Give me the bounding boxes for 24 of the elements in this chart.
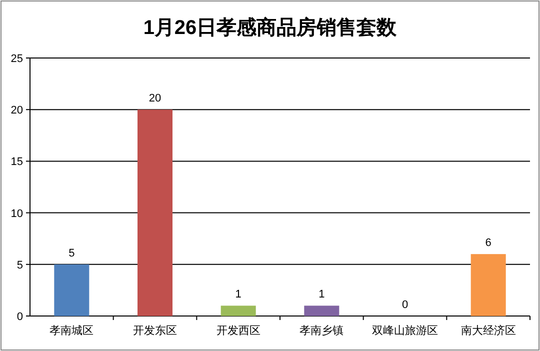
y-tick-label: 15	[10, 156, 23, 168]
y-tick-label: 20	[10, 104, 23, 117]
x-tick-label: 双峰山旅游区	[372, 324, 438, 337]
data-label: 0	[402, 299, 408, 311]
bar	[138, 110, 172, 316]
y-tick-label: 5	[16, 259, 23, 272]
bar	[304, 306, 340, 316]
x-tick-label: 孝南城区	[50, 324, 94, 337]
y-tick-label: 0	[16, 311, 23, 323]
y-tick-label: 10	[10, 208, 23, 220]
y-tick-label: 25	[10, 53, 23, 65]
data-label: 1	[235, 288, 242, 301]
data-label: 6	[485, 237, 492, 250]
data-label: 20	[148, 92, 162, 105]
chart-title: 1月26日孝感商品房销售套数	[143, 16, 398, 39]
data-label: 1	[318, 288, 325, 301]
x-tick-label: 开发西区	[216, 325, 260, 337]
x-tick-label: 孝南乡镇	[300, 324, 344, 337]
data-label: 5	[68, 247, 75, 260]
x-tick-label: 开发东区	[133, 324, 177, 337]
bar	[470, 254, 506, 316]
x-tick-label: 南大经济区	[460, 324, 516, 337]
bar	[220, 306, 256, 316]
bar	[54, 264, 90, 316]
